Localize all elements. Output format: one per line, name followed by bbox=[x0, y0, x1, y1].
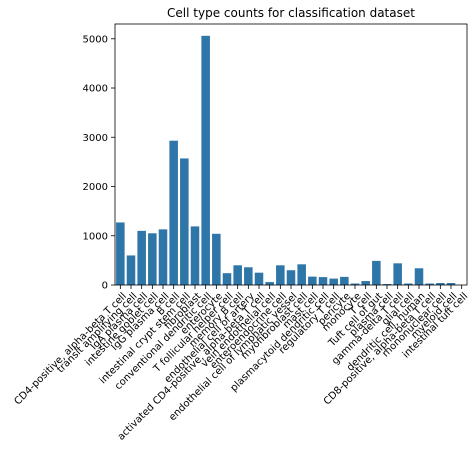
y-tick-label-1: 1000 bbox=[83, 231, 108, 242]
y-tick-label-0: 0 bbox=[102, 281, 108, 292]
bar-3 bbox=[148, 233, 157, 285]
bar-14 bbox=[265, 282, 274, 285]
y-tick-label-4: 4000 bbox=[83, 84, 108, 95]
bar-21 bbox=[340, 276, 349, 285]
bar-4 bbox=[158, 229, 168, 285]
bar-15 bbox=[276, 265, 285, 285]
bar-26 bbox=[393, 263, 402, 285]
bar-24 bbox=[372, 260, 381, 285]
bar-10 bbox=[222, 273, 232, 285]
bar-6 bbox=[180, 158, 189, 285]
y-tick-label-5: 5000 bbox=[83, 34, 108, 45]
bars-group bbox=[116, 35, 456, 285]
bar-30 bbox=[436, 283, 445, 285]
bar-22 bbox=[350, 283, 360, 285]
bar-18 bbox=[308, 276, 317, 285]
chart-title: Cell type counts for classification data… bbox=[167, 6, 415, 20]
y-axis: 0 1000 2000 3000 4000 5000 bbox=[83, 34, 115, 292]
bar-23 bbox=[361, 281, 370, 285]
bar-11 bbox=[233, 265, 242, 285]
bar-19 bbox=[318, 277, 328, 285]
bar-31 bbox=[446, 283, 456, 285]
bar-9 bbox=[212, 233, 221, 285]
bar-1 bbox=[126, 255, 136, 285]
y-tick-label-2: 2000 bbox=[83, 182, 108, 193]
bar-5 bbox=[169, 140, 178, 285]
bar-25 bbox=[382, 284, 392, 285]
bar-29 bbox=[425, 283, 434, 285]
bar-16 bbox=[286, 270, 296, 285]
bar-8 bbox=[201, 35, 210, 285]
bar-17 bbox=[297, 264, 306, 285]
y-tick-label-3: 3000 bbox=[83, 133, 108, 144]
bar-7 bbox=[190, 226, 200, 285]
bar-12 bbox=[244, 267, 253, 285]
bar-2 bbox=[137, 230, 146, 285]
plot-frame bbox=[114, 23, 468, 286]
bar-27 bbox=[404, 283, 413, 285]
bar-28 bbox=[414, 268, 424, 285]
x-tick-label-0: CD4-positive, alpha-beta T cell bbox=[12, 291, 129, 408]
bar-20 bbox=[329, 278, 338, 285]
bar-13 bbox=[254, 272, 264, 285]
bar-0 bbox=[116, 222, 125, 285]
